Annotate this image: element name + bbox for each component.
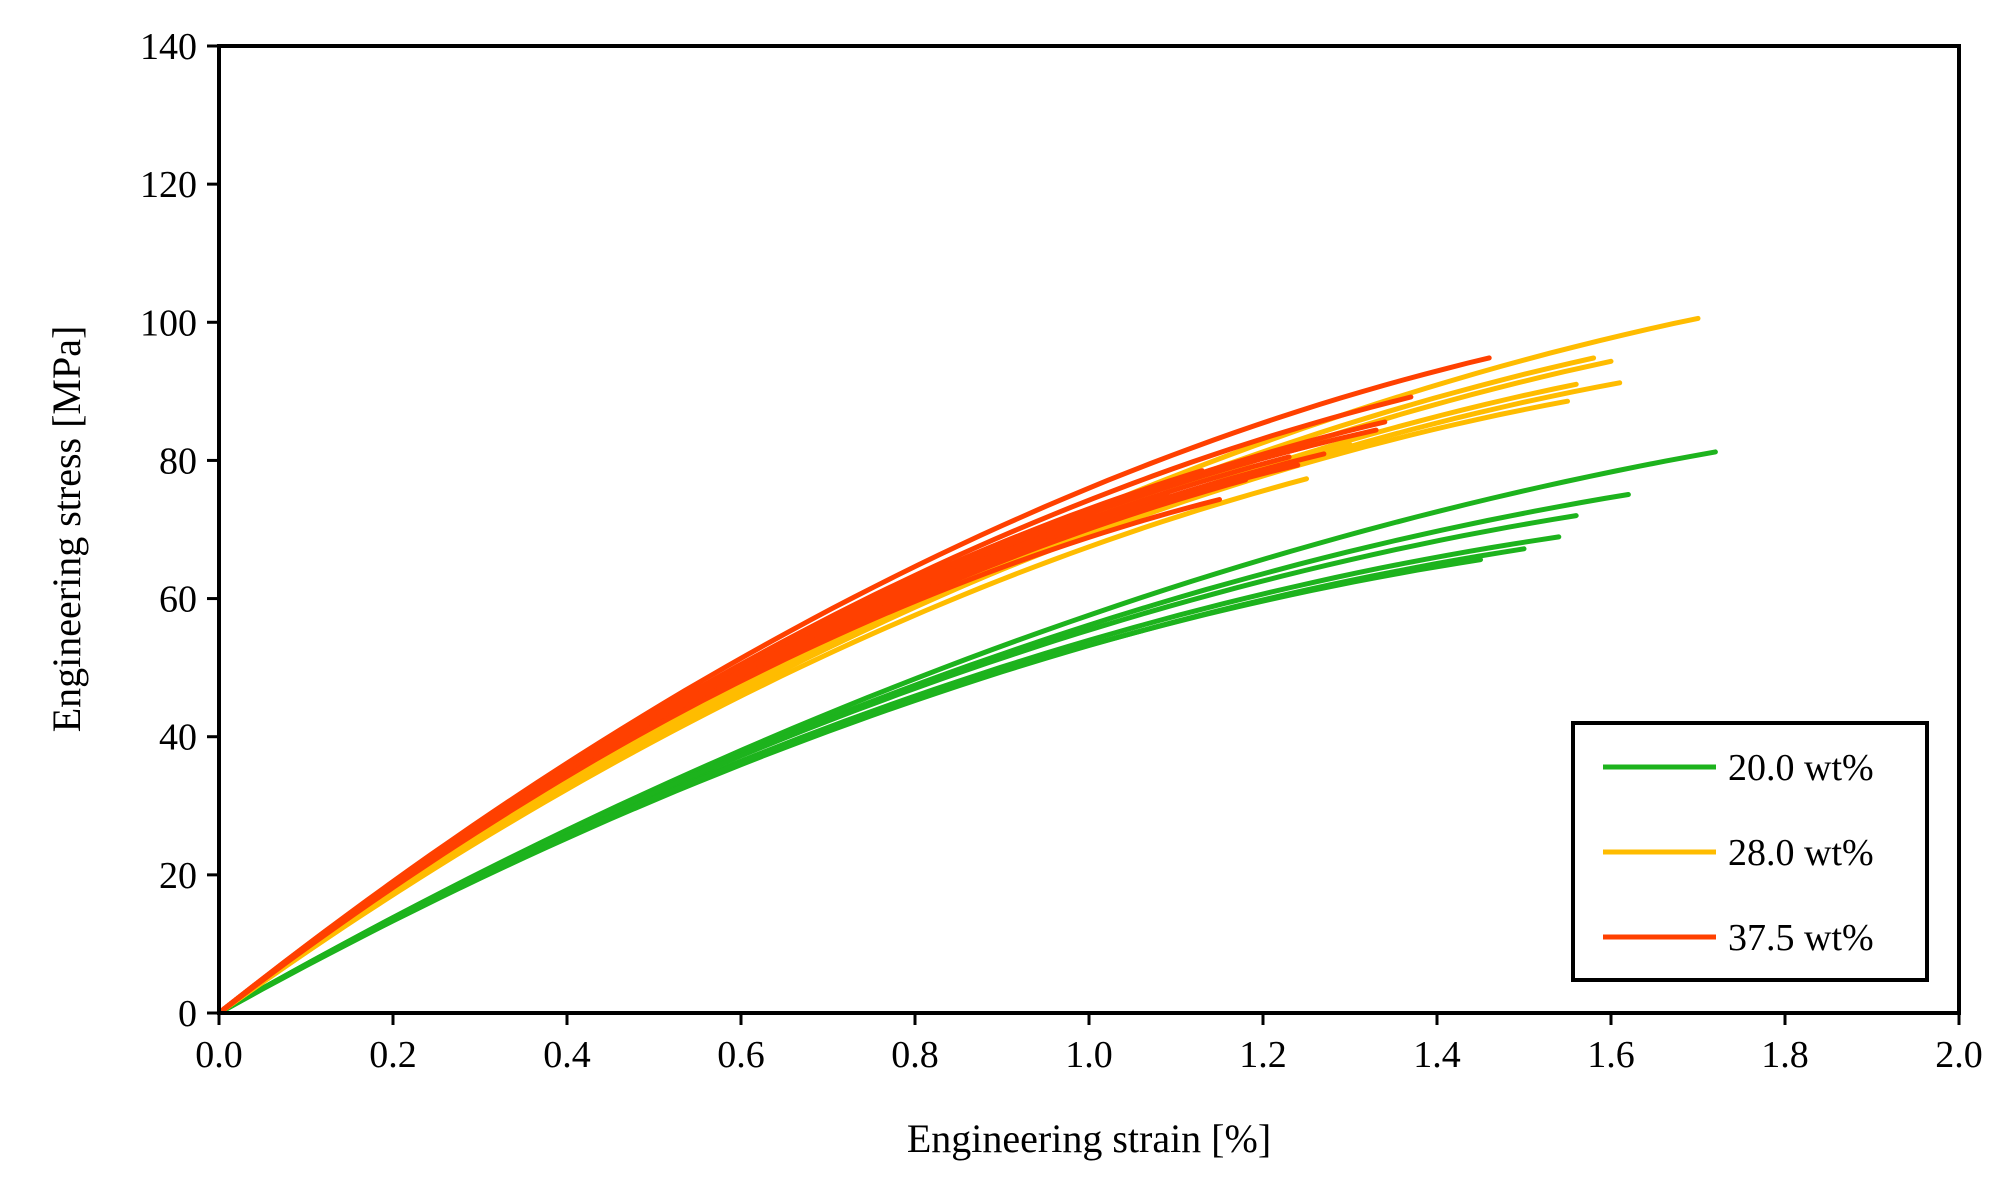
y-tick-label: 20 [159,855,197,897]
legend: 20.0 wt% 28.0 wt% 37.5 wt% [1571,721,1929,982]
stress-strain-curve [216,419,1388,1016]
stress-strain-curve [216,381,1579,1016]
x-tick-label: 0.8 [891,1034,939,1076]
x-tick-label: 1.2 [1239,1034,1287,1076]
series-2 [216,315,1701,1016]
series-3 [216,355,1492,1016]
x-tick-label: 1.4 [1413,1034,1461,1076]
legend-label: 20.0 wt% [1728,747,1874,789]
stress-strain-curve [216,462,1301,1016]
stress-strain-curve [216,497,1222,1016]
curve-layer [216,315,1718,1016]
series-1 [216,449,1718,1016]
y-tick-label: 140 [140,26,197,68]
tick-layer: 0.0 0.2 0.4 0.6 0.8 1.0 1.2 1.4 1.6 1.8 2.0 0 20 40 60… [140,26,1983,1076]
x-tick-label: 0.6 [717,1034,765,1076]
legend-label: 28.0 wt% [1728,832,1874,874]
y-tick-label: 120 [140,164,197,206]
x-tick-label: 0.4 [543,1034,591,1076]
stress-strain-curve [216,557,1483,1016]
y-tick-label: 0 [178,993,197,1035]
x-tick-label: 1.8 [1761,1034,1809,1076]
x-tick-label: 1.0 [1065,1034,1113,1076]
x-tick-label: 2.0 [1935,1034,1983,1076]
x-tick-label: 0.2 [369,1034,417,1076]
y-tick-label: 40 [159,717,197,759]
legend-label: 37.5 wt% [1728,917,1874,959]
stress-strain-curve [216,451,1327,1016]
y-tick-label: 100 [140,302,197,344]
stress-strain-curve [216,427,1379,1016]
stress-strain-curve [216,442,1353,1016]
stress-strain-curve [216,315,1701,1016]
stress-strain-curve [216,449,1718,1016]
y-axis-title: Engineering stress [MPa] [44,326,89,733]
y-tick-label: 80 [159,440,197,482]
x-tick-label: 1.6 [1587,1034,1635,1076]
y-tick-label: 60 [159,579,197,621]
x-tick-label: 0.0 [195,1034,243,1076]
stress-strain-curve [216,355,1597,1016]
x-axis-title: Engineering strain [%] [907,1116,1271,1161]
